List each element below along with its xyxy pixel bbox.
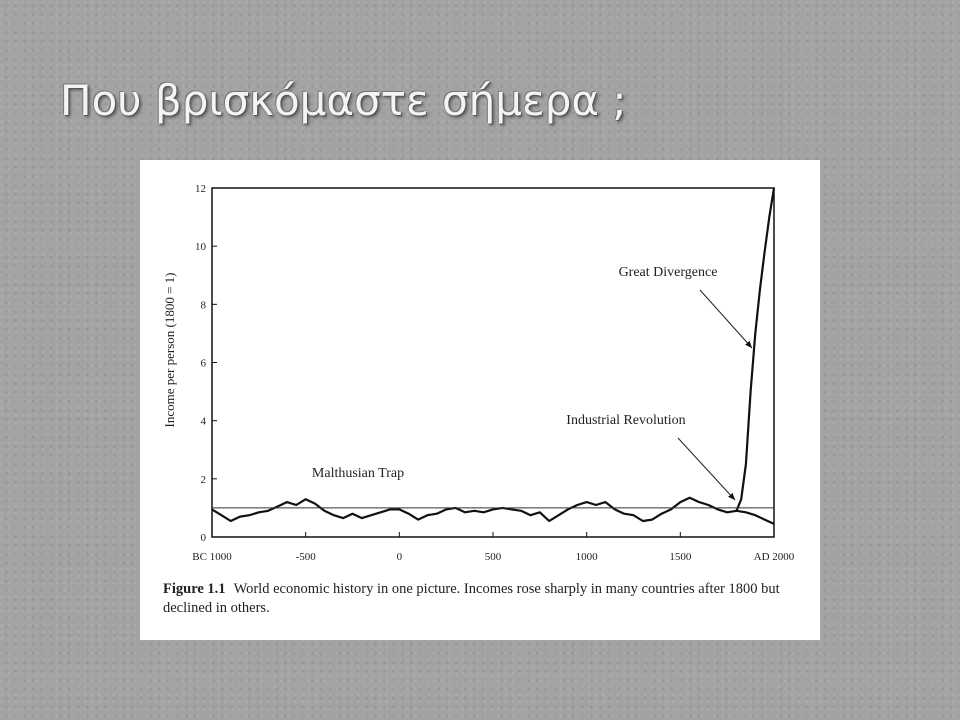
slide-title: Που βρισκόμαστε σήμερα ; bbox=[60, 76, 627, 125]
y-tick-label: 4 bbox=[201, 416, 207, 428]
y-tick-label: 6 bbox=[201, 358, 207, 370]
annotation: Industrial Revolution bbox=[566, 413, 685, 428]
caption-text: World economic history in one picture. I… bbox=[163, 581, 780, 616]
y-tick-label: 12 bbox=[195, 183, 206, 195]
x-tick-label: 0 bbox=[397, 551, 403, 563]
y-tick-label: 8 bbox=[201, 299, 207, 311]
line-series bbox=[211, 496, 737, 523]
x-tick-label: 1500 bbox=[669, 551, 692, 563]
x-tick-label: AD 2000 bbox=[754, 551, 795, 563]
y-tick-label: 0 bbox=[201, 532, 207, 544]
annotation: Great Divergence bbox=[619, 265, 718, 280]
chart: Income per person (1800 = 1) 0 2 4 6 8 10 12 BC… bbox=[162, 183, 795, 563]
figure: Income per person (1800 = 1) 0 2 4 6 8 10 12 BC… bbox=[140, 160, 820, 640]
annotation-arrow bbox=[677, 437, 736, 501]
caption: Figure 1.1 World economic history in one … bbox=[163, 580, 803, 618]
x-tick-label: 500 bbox=[485, 551, 502, 563]
x-tick-label: 1000 bbox=[576, 551, 599, 563]
x-tick-label: BC 1000 bbox=[192, 551, 232, 563]
y-tick-label: 10 bbox=[195, 241, 207, 253]
caption-label: Figure 1.1 bbox=[163, 581, 226, 597]
annotation: Malthusian Trap bbox=[312, 466, 404, 481]
x-tick-label: -500 bbox=[296, 551, 317, 563]
y-tick-label: 2 bbox=[201, 474, 207, 486]
line-series bbox=[736, 509, 775, 525]
annotation-arrow bbox=[699, 289, 753, 349]
y-axis-label: Income per person (1800 = 1) bbox=[162, 273, 177, 428]
line-series bbox=[735, 187, 776, 512]
plot-frame bbox=[211, 187, 775, 538]
